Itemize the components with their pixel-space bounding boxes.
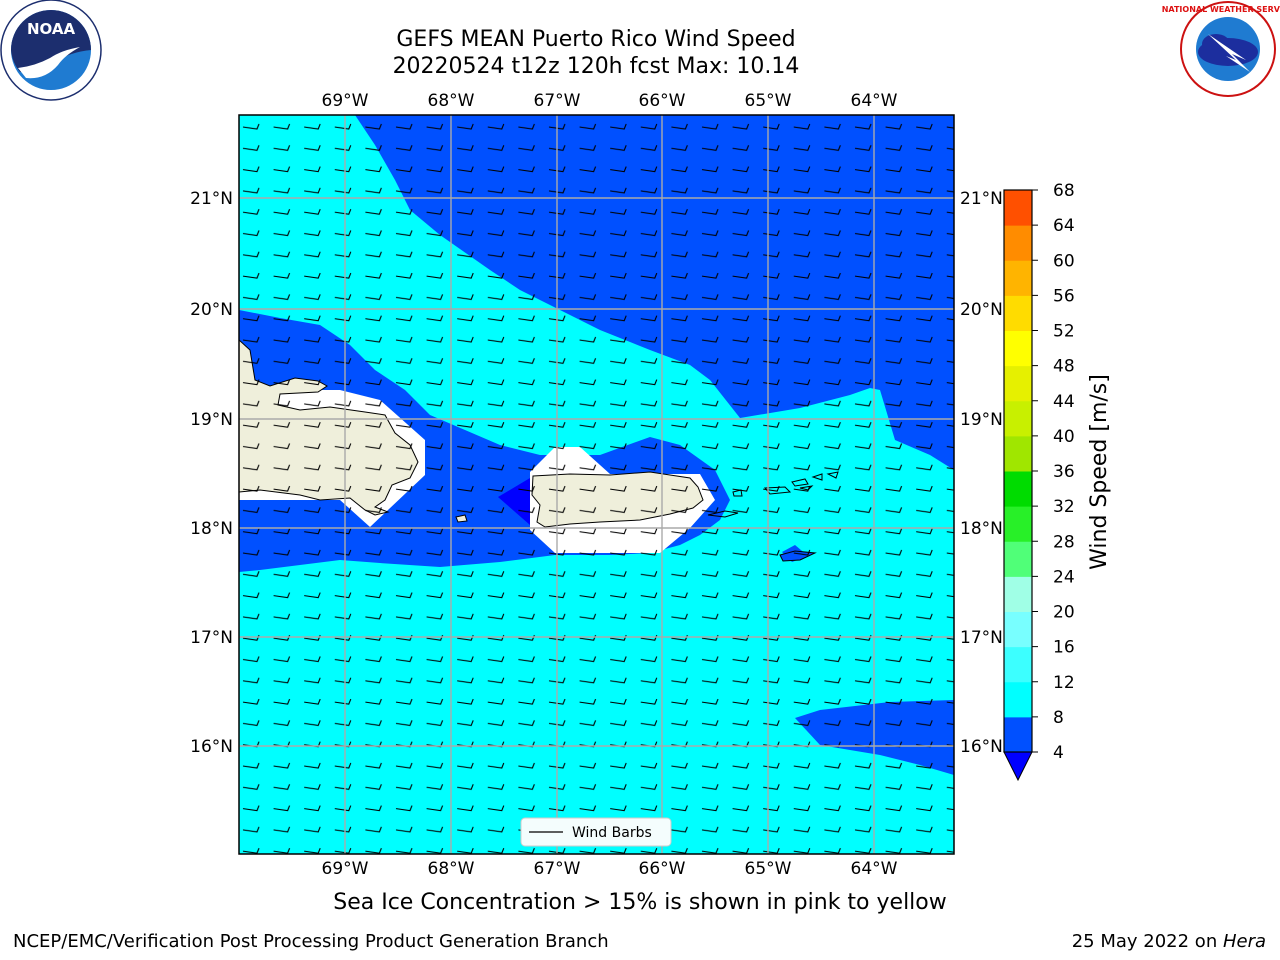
footer-host: Hera — [1222, 931, 1266, 952]
map-frame — [238, 114, 955, 855]
lat-label-left: 19°N — [190, 410, 233, 430]
lat-label-right: 17°N — [960, 628, 1003, 648]
footer-date: 25 May 2022 on Hera — [1072, 931, 1266, 952]
noaa-logo: NOAA — [0, 0, 102, 101]
colorbar-tick-label: 48 — [1053, 357, 1075, 377]
wind-barbs-field — [239, 115, 954, 854]
lon-label-top: 67°W — [534, 91, 581, 111]
lat-label-right: 21°N — [960, 189, 1003, 209]
lat-label-right: 16°N — [960, 737, 1003, 757]
lon-label-top: 65°W — [745, 91, 792, 111]
colorbar-tick-label: 16 — [1053, 638, 1075, 658]
lon-label-bottom: 68°W — [428, 859, 475, 879]
map-title: GEFS MEAN Puerto Rico Wind Speed — [396, 27, 796, 52]
colorbar-segment — [1004, 716, 1032, 753]
colorbar-segment — [1004, 295, 1032, 331]
colorbar-tick-label: 36 — [1053, 462, 1075, 482]
lon-label-top: 64°W — [851, 91, 898, 111]
map-area — [239, 115, 954, 854]
colorbar-tick-label: 52 — [1053, 322, 1075, 342]
colorbar-tick-label: 20 — [1053, 603, 1075, 623]
graticule — [239, 115, 954, 854]
footer-date-text: 25 May 2022 on — [1071, 931, 1223, 952]
colorbar-segment — [1004, 400, 1032, 437]
lat-label-right: 19°N — [960, 410, 1003, 430]
colorbar-tick-label: 40 — [1053, 427, 1075, 447]
sea-ice-note: Sea Ice Concentration > 15% is shown in … — [333, 890, 947, 915]
footer-credit: NCEP/EMC/Verification Post Processing Pr… — [13, 931, 609, 952]
colorbar-tick-label: 64 — [1053, 216, 1075, 236]
colorbar-segment — [1004, 435, 1032, 472]
colorbar-segment — [1004, 190, 1032, 226]
colorbar-segment — [1004, 225, 1032, 261]
colorbar-tick-label: 8 — [1053, 708, 1064, 728]
lon-label-top: 68°W — [428, 91, 475, 111]
colorbar-tick-label: 4 — [1053, 743, 1064, 763]
colorbar-segment — [1004, 260, 1032, 296]
colorbar-under-extension — [1003, 751, 1033, 782]
colorbar-tick-label: 56 — [1053, 286, 1075, 306]
lat-label-left: 21°N — [190, 189, 233, 209]
colorbar-label: Wind Speed [m/s] — [1087, 374, 1112, 570]
lon-label-bottom: 66°W — [639, 859, 686, 879]
noaa-logo-text: NOAA — [27, 20, 76, 38]
colorbar-segment — [1004, 506, 1032, 542]
lat-label-left: 17°N — [190, 628, 233, 648]
lon-label-bottom: 64°W — [851, 859, 898, 879]
colorbar-tick-label: 44 — [1053, 392, 1075, 412]
map-subtitle-run-info: 20220524 t12z 120h fcst Max: 10.14 — [392, 54, 800, 79]
lon-label-bottom: 65°W — [745, 859, 792, 879]
colorbar-tick-label: 68 — [1053, 181, 1075, 201]
lat-label-left: 18°N — [190, 519, 233, 539]
colorbar-segment — [1004, 576, 1032, 612]
colorbar-tick-label: 12 — [1053, 673, 1075, 693]
colorbar-segment — [1004, 611, 1032, 648]
nws-logo: NATIONAL WEATHER SERVICE — [1162, 1, 1280, 97]
colorbar-segment — [1004, 541, 1032, 577]
colorbar-tick-label: 24 — [1053, 567, 1075, 587]
colorbar-segment — [1004, 365, 1032, 402]
nws-logo-text: NATIONAL WEATHER SERVICE — [1162, 5, 1280, 14]
legend-label: Wind Barbs — [572, 825, 652, 841]
lon-label-top: 66°W — [639, 91, 686, 111]
colorbar-segment — [1004, 330, 1032, 367]
map-legend: Wind Barbs — [520, 817, 672, 847]
lat-label-left: 16°N — [190, 737, 233, 757]
colorbar-tick-label: 28 — [1053, 532, 1075, 552]
lat-label-right: 18°N — [960, 519, 1003, 539]
colorbar-segment — [1004, 471, 1032, 507]
lon-label-bottom: 69°W — [322, 859, 369, 879]
lon-label-bottom: 67°W — [534, 859, 581, 879]
colorbar-segment — [1004, 646, 1032, 683]
colorbar-tick-label: 32 — [1053, 497, 1075, 517]
colorbar-segment — [1004, 681, 1032, 718]
lon-label-top: 69°W — [322, 91, 369, 111]
lat-label-right: 20°N — [960, 300, 1003, 320]
lat-label-left: 20°N — [190, 300, 233, 320]
colorbar-tick-label: 60 — [1053, 251, 1075, 271]
